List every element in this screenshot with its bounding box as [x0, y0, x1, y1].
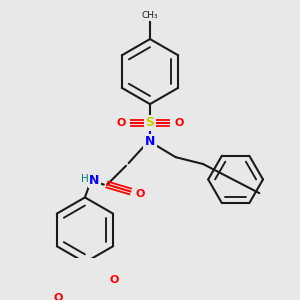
Text: O: O	[110, 274, 119, 285]
Text: O: O	[135, 189, 144, 199]
Text: N: N	[89, 174, 100, 187]
Text: S: S	[146, 116, 154, 129]
Text: O: O	[116, 118, 126, 128]
Text: O: O	[54, 292, 63, 300]
Text: CH₃: CH₃	[142, 11, 158, 20]
Text: N: N	[145, 135, 155, 148]
Text: H: H	[81, 174, 89, 184]
Text: O: O	[174, 118, 184, 128]
